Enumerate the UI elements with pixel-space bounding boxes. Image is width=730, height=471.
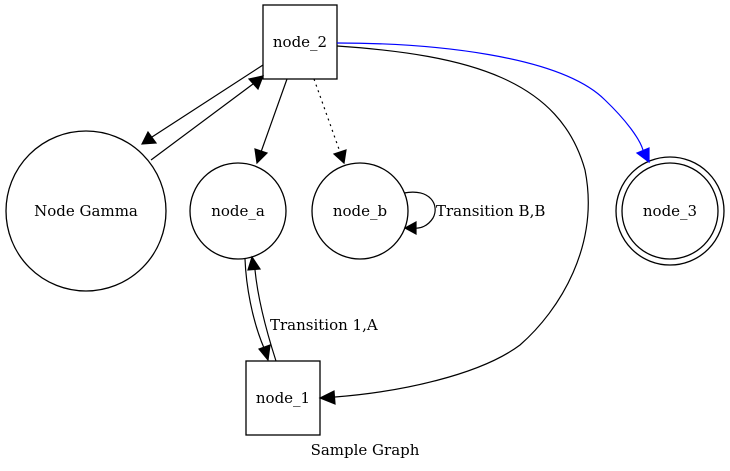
node-node_b-shape xyxy=(311,162,409,260)
edge-node_2-to-gamma-path xyxy=(151,64,264,138)
edge-node_b-self-loop-arrowhead xyxy=(403,220,417,236)
node-node_3-label: node_3 xyxy=(643,202,697,220)
edge-node_b-self-loop-path xyxy=(403,191,436,229)
edge-node_2-to-gamma xyxy=(140,64,264,145)
node-gamma-shape xyxy=(5,130,167,292)
edge-node_a-to-node_1-label: Transition 1,A xyxy=(270,316,378,334)
edge-node_2-to-node_1-arrowhead xyxy=(318,390,336,405)
node-gamma[interactable]: Node Gamma xyxy=(5,130,167,292)
node-node_2-shape xyxy=(262,4,338,80)
edge-node_b-self-loop: Transition B,B xyxy=(403,191,545,236)
edge-gamma-to-node_2-path xyxy=(150,83,254,161)
graph-caption: Sample Graph xyxy=(311,441,420,459)
edge-node_1-to-node_a-path xyxy=(254,269,277,362)
edge-node_a-to-node_1-path xyxy=(244,258,265,349)
edge-node_2-to-node_3 xyxy=(336,42,650,164)
node-node_1[interactable]: node_1 xyxy=(245,360,321,436)
node-node_3[interactable]: node_3 xyxy=(615,156,725,266)
node-gamma-label: Node Gamma xyxy=(34,202,138,220)
edge-gamma-to-node_2 xyxy=(150,75,264,161)
edge-node_b-self-loop-label: Transition B,B xyxy=(436,202,545,220)
edge-node_2-to-node_1-path xyxy=(334,45,589,398)
node-node_3-inner-shape xyxy=(621,162,719,260)
node-node_a[interactable]: node_a xyxy=(189,162,287,260)
edge-node_2-to-node_b-path xyxy=(313,78,341,153)
node-node_1-label: node_1 xyxy=(256,389,310,407)
edge-node_2-to-node_b-arrowhead xyxy=(332,149,347,165)
edge-node_2-to-node_1 xyxy=(318,45,589,405)
edge-node_1-to-node_a xyxy=(247,255,277,362)
node-node_b-label: node_b xyxy=(333,202,387,220)
edge-node_2-to-node_a-arrowhead xyxy=(254,148,269,165)
edge-node_2-to-node_a xyxy=(254,78,288,165)
node-node_a-shape xyxy=(189,162,287,260)
node-node_b[interactable]: node_b xyxy=(311,162,409,260)
edge-node_2-to-node_3-arrowhead xyxy=(635,147,650,164)
edge-node_2-to-gamma-arrowhead xyxy=(140,130,158,145)
edge-node_2-to-node_b xyxy=(313,78,347,165)
edge-node_a-to-node_1-arrowhead xyxy=(257,344,271,362)
edge-node_1-to-node_a-arrowhead xyxy=(247,255,262,271)
node-node_2-label: node_2 xyxy=(273,33,327,51)
edge-node_2-to-node_a-path xyxy=(260,78,288,153)
edge-gamma-to-node_2-arrowhead xyxy=(247,75,264,91)
node-node_2[interactable]: node_2 xyxy=(262,4,338,80)
node-node_a-label: node_a xyxy=(211,202,265,220)
edge-node_2-to-node_3-path xyxy=(336,42,644,151)
edge-node_a-to-node_1: Transition 1,A xyxy=(244,258,378,362)
